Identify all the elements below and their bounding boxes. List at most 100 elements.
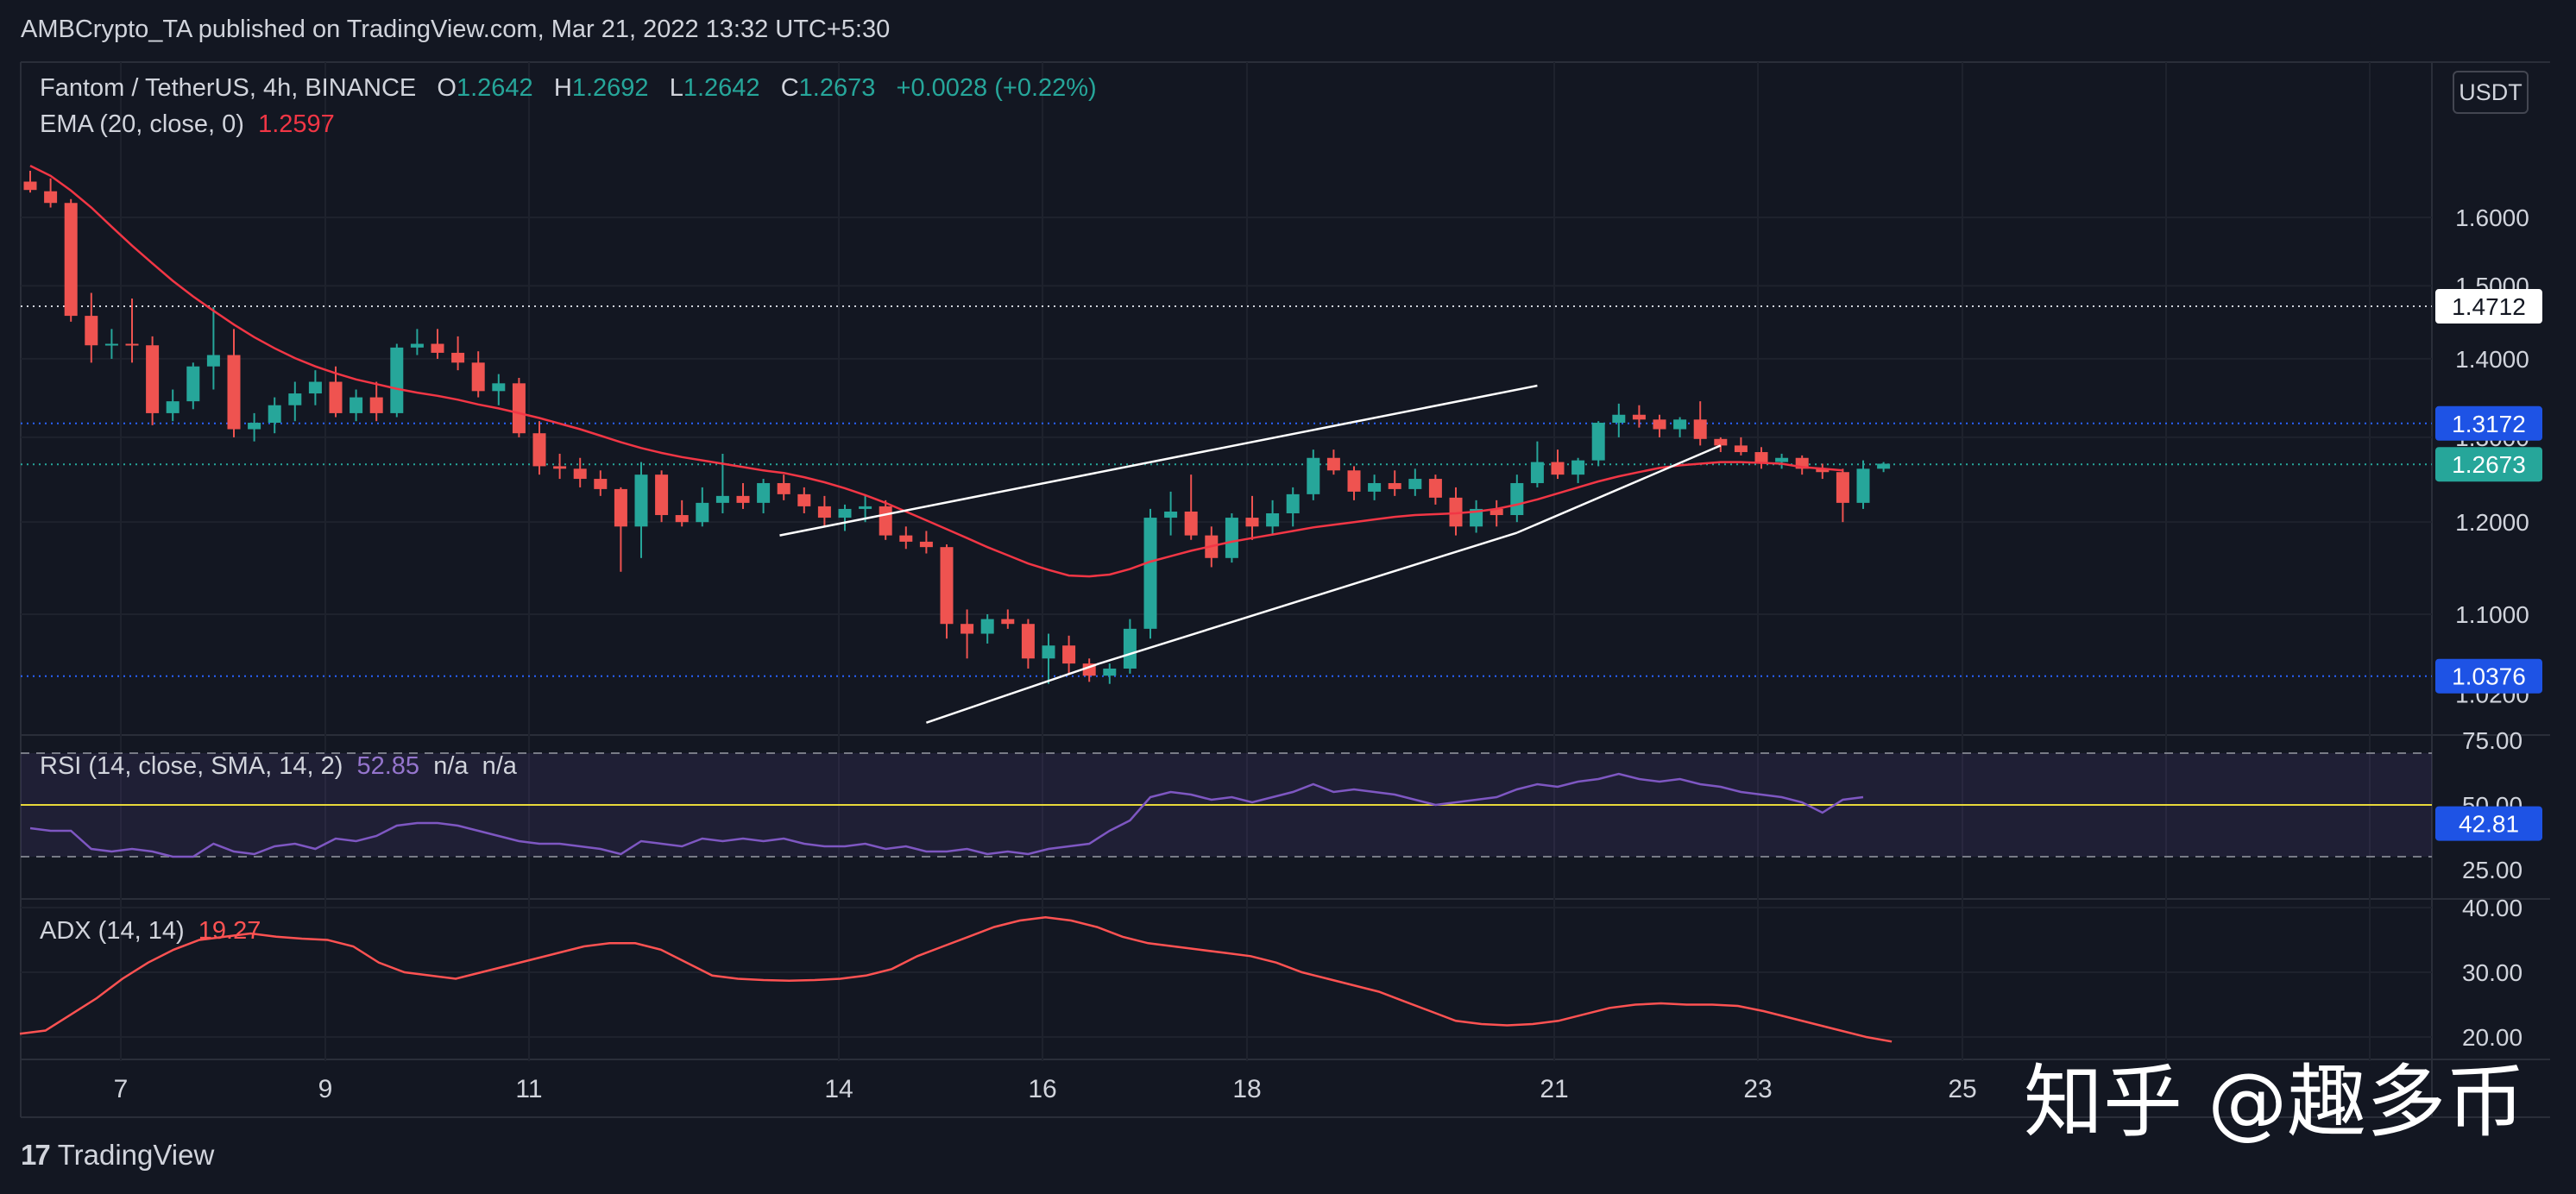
candle-body <box>451 352 465 363</box>
candle-body <box>879 506 892 536</box>
candle-body <box>1042 645 1055 659</box>
candle-body <box>288 393 302 405</box>
candle-body <box>1816 468 1830 473</box>
candle-body <box>1693 419 1707 439</box>
candle-body <box>1591 423 1605 461</box>
publish-info: AMBCrypto_TA published on TradingView.co… <box>21 16 891 43</box>
candle-body <box>1877 463 1891 469</box>
candle-body <box>1856 468 1870 503</box>
candle-body <box>1266 512 1280 527</box>
candle-body <box>553 466 567 469</box>
price-level-label: 1.0376 <box>2452 663 2526 690</box>
candle-body <box>1836 472 1849 503</box>
time-tick-label: 18 <box>1232 1075 1261 1103</box>
price-tick-label: 1.1000 <box>2455 601 2529 628</box>
tradingview-logo-mark: 17 <box>21 1139 51 1171</box>
adx-line <box>19 916 1893 1043</box>
candle-body <box>1530 462 1544 483</box>
candle-body <box>227 355 241 430</box>
candle-body <box>1510 482 1524 516</box>
candle-body <box>1164 511 1178 518</box>
candle-body <box>1490 508 1503 516</box>
candle-body <box>757 482 771 503</box>
candle-body <box>104 343 118 346</box>
price-level-badge <box>2435 405 2542 441</box>
adx-legend[interactable]: ADX (14, 14) 19.27 <box>40 917 261 946</box>
candle-body <box>1734 445 1748 453</box>
candle-body <box>431 343 444 353</box>
candle-body <box>919 541 933 548</box>
candle-body <box>85 316 98 346</box>
candle-body <box>736 495 750 503</box>
candle-body <box>573 468 587 480</box>
tradingview-logo-text: TradingView <box>57 1139 215 1171</box>
time-tick-label: 21 <box>1540 1075 1568 1103</box>
rsi-line <box>29 772 1864 858</box>
candle-body <box>980 619 994 634</box>
adx-tick-label: 20.00 <box>2462 1024 2522 1051</box>
price-level-badge <box>2435 289 2542 324</box>
candle-body <box>696 502 709 523</box>
candle-body <box>1632 414 1646 420</box>
candle-body <box>960 624 974 634</box>
time-tick-label: 25 <box>1948 1075 1976 1103</box>
rsi-tick-label: 75.00 <box>2462 727 2522 754</box>
candle-body <box>206 355 220 367</box>
candle-body <box>1286 493 1300 513</box>
ema-legend[interactable]: EMA (20, close, 0) 1.2597 <box>40 110 335 139</box>
candle-body <box>44 191 58 204</box>
low-label: L <box>669 74 683 102</box>
currency-badge[interactable]: USDT <box>2453 71 2529 114</box>
candle-body <box>1714 438 1728 446</box>
candle-body <box>675 515 689 523</box>
candle-body <box>859 506 872 509</box>
candle-body <box>1673 419 1687 430</box>
candle-body <box>1103 668 1117 676</box>
candle-body <box>1470 508 1483 527</box>
trendline <box>925 662 1100 724</box>
candle-body <box>1225 518 1238 558</box>
candle-body <box>166 401 180 413</box>
rsi-value: 52.85 <box>356 752 420 780</box>
candle-body <box>715 495 729 503</box>
price-tick-label: 1.4000 <box>2455 346 2529 373</box>
price-level-badge <box>2435 447 2542 482</box>
price-level-label: 1.2673 <box>2452 451 2526 478</box>
candle-body <box>1775 457 1789 462</box>
candle-body <box>1551 462 1565 475</box>
candle-body <box>1571 460 1585 475</box>
adx-value: 19.27 <box>198 917 261 945</box>
candle-body <box>350 397 363 413</box>
rsi-value-label: 42.81 <box>2459 811 2519 838</box>
candle-body <box>64 203 78 317</box>
candle-body <box>838 508 852 518</box>
trendline <box>1516 444 1722 534</box>
trendline <box>1099 531 1518 665</box>
candle-body <box>268 405 281 424</box>
candle-body <box>125 343 139 346</box>
price-level-label: 1.4712 <box>2452 293 2526 320</box>
price-tick-label: 1.2000 <box>2455 509 2529 536</box>
price-level-badge <box>2435 658 2542 694</box>
candle-body <box>1123 628 1137 669</box>
candle-body <box>634 474 648 527</box>
time-tick-label: 7 <box>114 1075 129 1103</box>
rsi-legend[interactable]: RSI (14, close, SMA, 14, 2) 52.85 n/a n/… <box>40 752 517 781</box>
candle-body <box>817 506 831 518</box>
candle-body <box>1368 482 1382 492</box>
high-value: 1.2692 <box>571 74 649 102</box>
candle-body <box>1245 518 1259 527</box>
adx-label: ADX (14, 14) <box>40 917 185 945</box>
candle-body <box>614 488 627 527</box>
symbol-legend[interactable]: Fantom / TetherUS, 4h, BINANCE O1.2642 H… <box>40 74 1097 103</box>
candle-body <box>1428 479 1442 498</box>
candle-body <box>471 362 485 392</box>
candle-body <box>1612 414 1626 424</box>
price-change: +0.0028 (+0.22%) <box>896 74 1097 102</box>
candle-body <box>1449 497 1463 527</box>
candle-body <box>1388 482 1401 489</box>
low-value: 1.2642 <box>683 74 760 102</box>
adx-tick-label: 30.00 <box>2462 959 2522 986</box>
